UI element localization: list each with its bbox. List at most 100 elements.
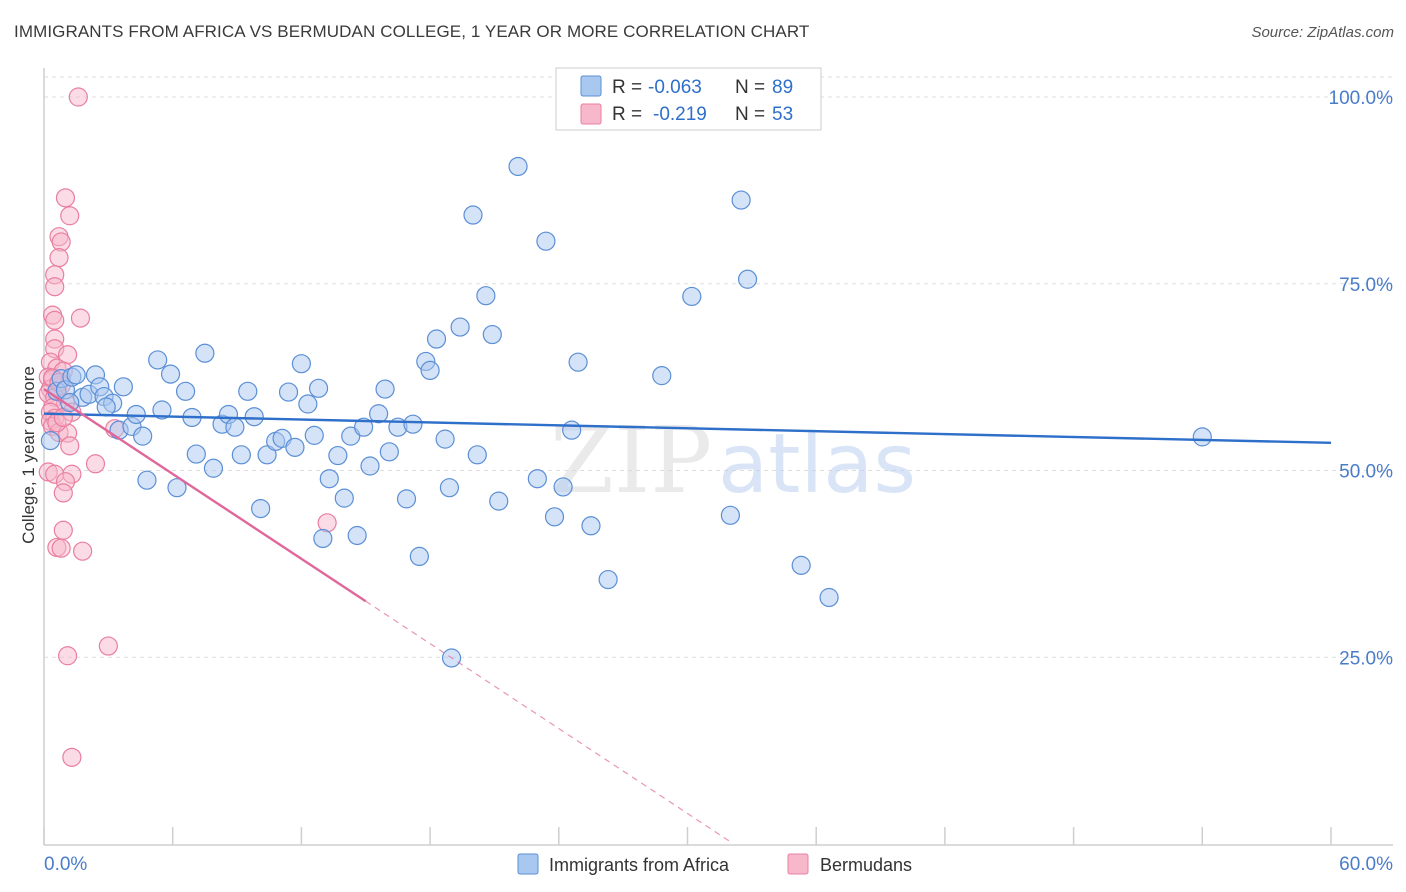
legend-n-value-blue: 89	[772, 77, 793, 98]
bermudans-trend-extension	[365, 600, 731, 843]
bermudans-point-35	[85, 454, 106, 474]
bermudans-point-47	[57, 646, 78, 666]
africa-point-26	[203, 458, 224, 478]
bermudans-trend-line	[43, 388, 367, 603]
africa-point-30	[231, 445, 251, 465]
africa-point-18	[148, 350, 168, 370]
y-tick-label-50: 50.0%	[1339, 462, 1393, 483]
bermudans-point-5	[49, 248, 69, 268]
africa-point-75	[568, 352, 588, 372]
africa-point-63	[450, 317, 470, 337]
series-legend-label-blue: Immigrants from Africa	[549, 855, 730, 875]
africa-point-72	[544, 507, 565, 527]
bermudans-point-40	[53, 483, 73, 503]
bermudans-point-0	[68, 87, 88, 107]
tick-labels: 100.0% 75.0% 50.0% 25.0% 0.0% 60.0%	[44, 88, 1393, 875]
africa-point-88	[60, 392, 80, 413]
africa-point-13	[113, 377, 133, 397]
legend-n-value-pink: 53	[772, 104, 793, 125]
africa-point-51	[369, 404, 389, 424]
y-tick-label-25: 25.0%	[1339, 648, 1393, 669]
africa-point-45	[328, 445, 348, 466]
legend-r-value-pink: -0.219	[653, 104, 707, 125]
bermudans-point-4	[51, 232, 71, 252]
africa-point-62	[439, 478, 460, 498]
africa-point-57	[409, 546, 429, 567]
africa-point-86	[1192, 427, 1212, 447]
bermudans-point-48	[62, 747, 82, 767]
legend-swatch-pink	[580, 103, 602, 125]
series-legend: Immigrants from Africa Bermudans	[517, 853, 912, 875]
africa-point-22	[175, 381, 196, 401]
africa-point-69	[508, 156, 528, 177]
africa-point-76	[581, 516, 601, 536]
bermudans-point-2	[60, 206, 80, 226]
africa-point-31	[238, 381, 258, 401]
legend-r-label-pink: R =	[612, 104, 642, 125]
africa-point-67	[482, 324, 502, 345]
africa-point-41	[304, 425, 324, 445]
bermudans-point-46	[98, 636, 118, 656]
africa-point-56	[403, 414, 423, 434]
bermudans-point-34	[60, 436, 80, 456]
africa-point-55	[396, 489, 417, 509]
bermudans-point-1	[55, 188, 76, 208]
africa-point-29	[225, 417, 245, 437]
series-legend-swatch-blue	[517, 853, 539, 875]
bermudans-point-10	[70, 308, 91, 328]
africa-point-80	[682, 286, 702, 307]
bermudans-point-44	[51, 538, 71, 558]
grid-lines	[44, 76, 1393, 658]
bermudans-point-42	[53, 520, 73, 540]
africa-point-16	[133, 426, 153, 446]
africa-point-49	[354, 417, 374, 437]
africa-point-19	[152, 400, 172, 420]
legend-swatch-blue	[580, 75, 602, 97]
africa-point-21	[167, 478, 187, 498]
africa-point-84	[791, 555, 811, 575]
y-tick-label-100: 100.0%	[1329, 88, 1394, 109]
y-tick-label-75: 75.0%	[1339, 275, 1393, 296]
africa-point-20	[160, 364, 181, 384]
x-tick-label-min: 0.0%	[44, 854, 87, 875]
africa-point-82	[731, 190, 751, 210]
africa-point-5	[66, 365, 86, 385]
africa-point-34	[257, 445, 277, 465]
africa-point-83	[737, 269, 758, 289]
africa-point-40	[298, 394, 318, 414]
legend-n-label-pink: N =	[735, 104, 765, 125]
africa-point-43	[313, 528, 333, 549]
africa-point-0	[40, 431, 61, 451]
legend-r-value-blue: -0.063	[648, 77, 702, 98]
africa-point-70	[527, 469, 547, 489]
africa-point-48	[347, 525, 367, 546]
africa-point-42	[308, 378, 329, 398]
africa-point-60	[426, 329, 447, 349]
africa-point-68	[489, 491, 509, 511]
y-axis-label: College, 1 year or more	[19, 366, 38, 544]
africa-point-77	[598, 569, 618, 590]
africa-point-66	[476, 286, 496, 306]
source-credit: Source: ZipAtlas.com	[1251, 24, 1394, 41]
bermudans-point-45	[73, 541, 93, 561]
africa-point-85	[819, 587, 839, 608]
africa-point-17	[137, 470, 157, 490]
trend-lines	[43, 388, 1332, 843]
africa-point-50	[360, 456, 380, 476]
africa-point-44	[319, 469, 339, 489]
africa-point-65	[467, 445, 487, 465]
africa-point-46	[334, 488, 354, 508]
africa-point-73	[553, 477, 573, 497]
africa-point-79	[652, 366, 672, 386]
africa-point-71	[536, 231, 556, 251]
africa-point-52	[375, 379, 395, 399]
africa-trend-line	[43, 412, 1332, 445]
africa-point-81	[720, 505, 741, 525]
africa-point-25	[195, 343, 215, 363]
chart-title: IMMIGRANTS FROM AFRICA VS BERMUDAN COLLE…	[14, 22, 810, 41]
africa-point-64	[463, 205, 483, 225]
series-legend-label-pink: Bermudans	[820, 855, 912, 875]
stats-legend: R = -0.063 N = 89 R = -0.219 N = 53	[555, 67, 822, 131]
series-legend-swatch-pink	[787, 853, 809, 875]
